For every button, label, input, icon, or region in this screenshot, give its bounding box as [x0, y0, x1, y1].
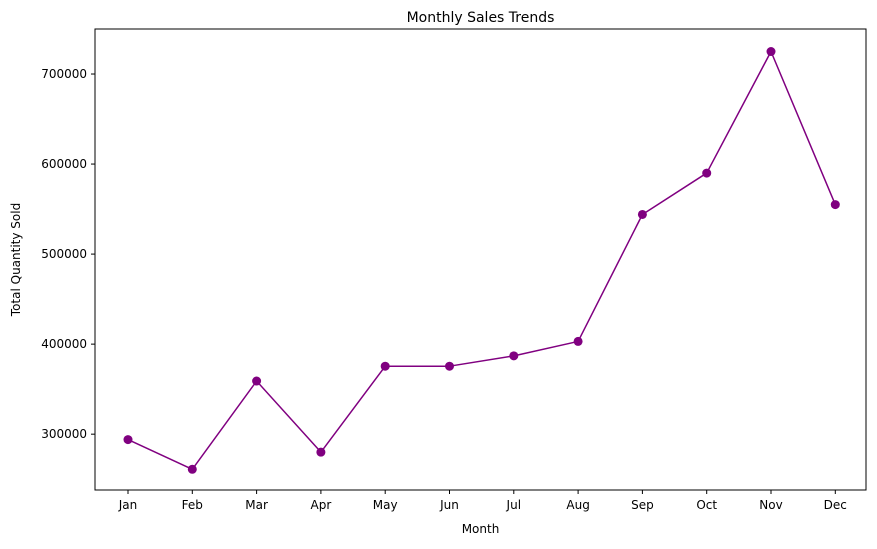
data-point — [702, 168, 712, 178]
x-axis-label: Month — [462, 522, 500, 536]
data-point — [637, 209, 647, 219]
x-tick-label: Oct — [696, 498, 717, 512]
x-tick-label: Dec — [824, 498, 847, 512]
x-tick-label: Sep — [631, 498, 654, 512]
data-point — [187, 464, 197, 474]
series-line — [127, 50, 836, 471]
data-point — [380, 361, 390, 371]
data-point — [316, 447, 326, 457]
x-tick-label: Jan — [118, 498, 138, 512]
axes-layer — [94, 28, 867, 491]
series-layer — [123, 47, 840, 474]
data-point — [445, 361, 454, 371]
x-tick-label: Feb — [182, 498, 203, 512]
y-tick-label: 500000 — [41, 247, 87, 261]
x-tick-label: Nov — [759, 498, 782, 512]
data-point — [123, 435, 133, 445]
data-point — [766, 47, 776, 57]
y-axis-ticks: 300000 400000 500000 600000 700000 — [41, 67, 95, 441]
y-axis-label: Total Quantity Sold — [9, 203, 23, 317]
x-tick-label: Jul — [506, 498, 521, 512]
y-tick-label: 300000 — [41, 427, 87, 441]
data-point — [509, 351, 519, 361]
data-point — [573, 336, 583, 346]
y-tick-label: 400000 — [41, 337, 87, 351]
y-tick-label: 700000 — [41, 67, 87, 81]
data-point — [830, 200, 840, 210]
x-tick-label: May — [373, 498, 398, 512]
plot-area — [94, 28, 867, 491]
y-tick-label: 600000 — [41, 157, 87, 171]
x-tick-label: Apr — [311, 498, 332, 512]
x-axis-ticks: Jan Feb Mar Apr May Jun Jul Aug Sep Oct Nov Dec — [118, 490, 847, 512]
x-tick-label: Aug — [566, 498, 589, 512]
chart-title: Monthly Sales Trends — [407, 10, 555, 26]
x-tick-label: Jun — [439, 498, 459, 512]
data-point — [252, 376, 262, 386]
x-tick-label: Mar — [245, 498, 268, 512]
